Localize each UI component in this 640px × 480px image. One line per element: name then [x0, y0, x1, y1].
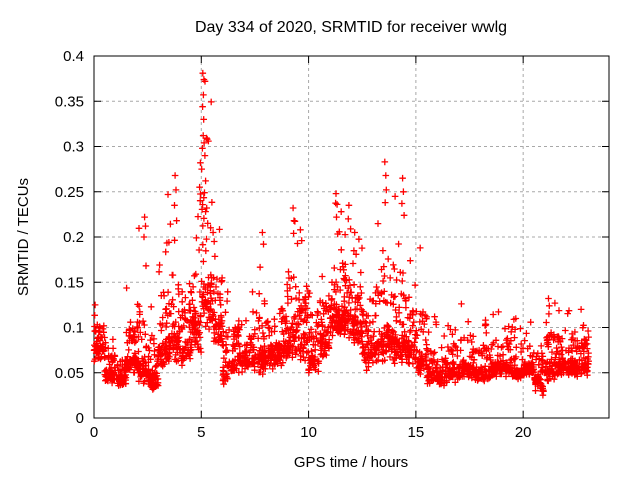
x-tick-label: 15	[408, 424, 425, 441]
x-tick-label: 0	[90, 424, 98, 441]
y-axis-label: SRMTID / TECUs	[15, 178, 32, 296]
x-tick-label: 10	[300, 424, 317, 441]
plot-border	[93, 55, 610, 419]
y-tick-label: 0.1	[63, 320, 84, 337]
y-tick-label: 0.05	[55, 365, 84, 382]
y-tick-label: 0	[76, 410, 84, 427]
y-tick-label: 0.3	[63, 139, 84, 156]
y-tick-label: 0.4	[63, 48, 84, 65]
scatter-points	[90, 69, 592, 399]
x-axis-label: GPS time / hours	[294, 454, 408, 471]
x-tick-label: 20	[515, 424, 532, 441]
chart-title: Day 334 of 2020, SRMTID for receiver wwl…	[195, 19, 507, 36]
y-tick-label: 0.25	[55, 184, 84, 201]
x-tick-label: 5	[197, 424, 205, 441]
y-tick-label: 0.35	[55, 93, 84, 110]
y-tick-label: 0.15	[55, 274, 84, 291]
y-tick-label: 0.2	[63, 229, 84, 246]
tick-labels: 0 5 10 15 20 0 0.05 0.1 0.15 0.2 0.25 0.3 0.35 0.4	[55, 48, 532, 441]
